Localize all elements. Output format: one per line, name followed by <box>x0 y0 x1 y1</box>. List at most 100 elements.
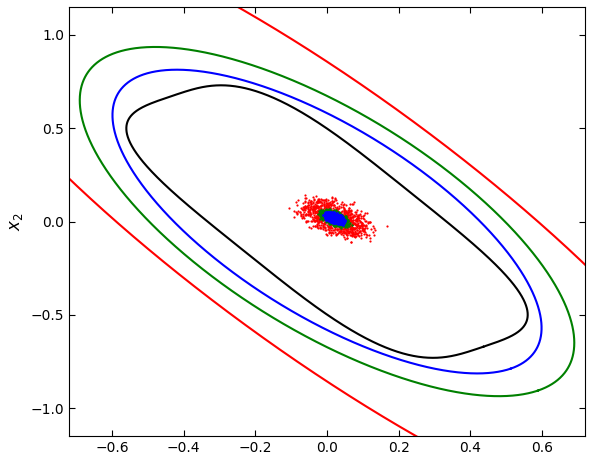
Point <box>317 214 327 221</box>
Point <box>342 219 351 226</box>
Point <box>320 221 329 228</box>
Point <box>333 212 343 219</box>
Point <box>321 215 331 222</box>
Point <box>323 216 333 223</box>
Point <box>347 233 356 240</box>
Point <box>336 213 345 221</box>
Point <box>334 212 343 219</box>
Point <box>342 234 351 241</box>
Point <box>322 213 332 220</box>
Point <box>317 209 327 217</box>
Point <box>331 219 340 226</box>
Point <box>343 221 352 229</box>
Point <box>324 213 333 221</box>
Point <box>359 215 369 223</box>
Point <box>325 216 334 223</box>
Point <box>316 212 326 219</box>
Point <box>323 216 332 223</box>
Point <box>332 211 342 218</box>
Point <box>356 213 366 220</box>
Point <box>327 215 336 223</box>
Point <box>341 227 350 234</box>
Point <box>310 210 320 217</box>
Point <box>324 215 334 223</box>
Point <box>313 213 322 221</box>
Point <box>336 212 346 219</box>
Point <box>332 217 341 224</box>
Point <box>330 216 340 224</box>
Point <box>334 212 344 219</box>
Point <box>345 212 354 219</box>
Point <box>329 207 339 215</box>
Point <box>324 216 333 224</box>
Point <box>361 228 370 236</box>
Point <box>321 195 331 203</box>
Point <box>340 211 349 218</box>
Point <box>334 214 343 221</box>
Point <box>339 217 349 224</box>
Point <box>341 223 350 230</box>
Point <box>321 210 330 217</box>
Point <box>346 223 355 231</box>
Point <box>353 229 362 237</box>
Point <box>319 219 329 226</box>
Point <box>340 219 349 226</box>
Point <box>326 221 336 228</box>
Point <box>323 212 332 219</box>
Point <box>342 207 351 215</box>
Point <box>323 208 333 215</box>
Point <box>336 217 346 225</box>
Point <box>365 234 374 241</box>
Point <box>322 215 332 223</box>
Point <box>337 223 346 231</box>
Point <box>316 198 326 206</box>
Point <box>321 202 331 209</box>
Point <box>345 204 354 212</box>
Point <box>328 216 337 224</box>
Point <box>313 208 323 216</box>
Point <box>334 222 344 229</box>
Point <box>316 210 325 217</box>
Point <box>308 209 317 217</box>
Point <box>346 225 356 233</box>
Point <box>358 214 368 222</box>
Point <box>330 215 339 223</box>
Point <box>327 213 336 221</box>
Point <box>323 208 333 216</box>
Point <box>366 219 375 226</box>
Point <box>309 216 318 224</box>
Point <box>356 234 366 241</box>
Point <box>344 219 353 226</box>
Point <box>322 213 332 221</box>
Point <box>301 204 310 211</box>
Point <box>332 221 341 229</box>
Point <box>297 205 307 213</box>
Point <box>333 208 342 215</box>
Point <box>323 215 332 223</box>
Point <box>337 214 347 222</box>
Point <box>326 214 336 221</box>
Point <box>356 230 365 237</box>
Point <box>300 212 310 219</box>
Point <box>312 223 321 231</box>
Point <box>337 198 347 206</box>
Point <box>324 206 333 213</box>
Point <box>307 211 316 218</box>
Point <box>330 219 340 226</box>
Point <box>331 214 340 221</box>
Point <box>326 205 335 213</box>
Point <box>311 208 320 216</box>
Point <box>321 213 331 220</box>
Point <box>332 207 342 215</box>
Point <box>362 231 372 238</box>
Point <box>338 214 348 222</box>
Point <box>328 218 337 225</box>
Point <box>332 219 342 226</box>
Point <box>311 193 321 200</box>
Point <box>330 219 339 226</box>
Point <box>360 224 369 231</box>
Point <box>352 226 362 233</box>
Point <box>339 216 349 223</box>
Point <box>352 217 361 225</box>
Point <box>355 223 365 231</box>
